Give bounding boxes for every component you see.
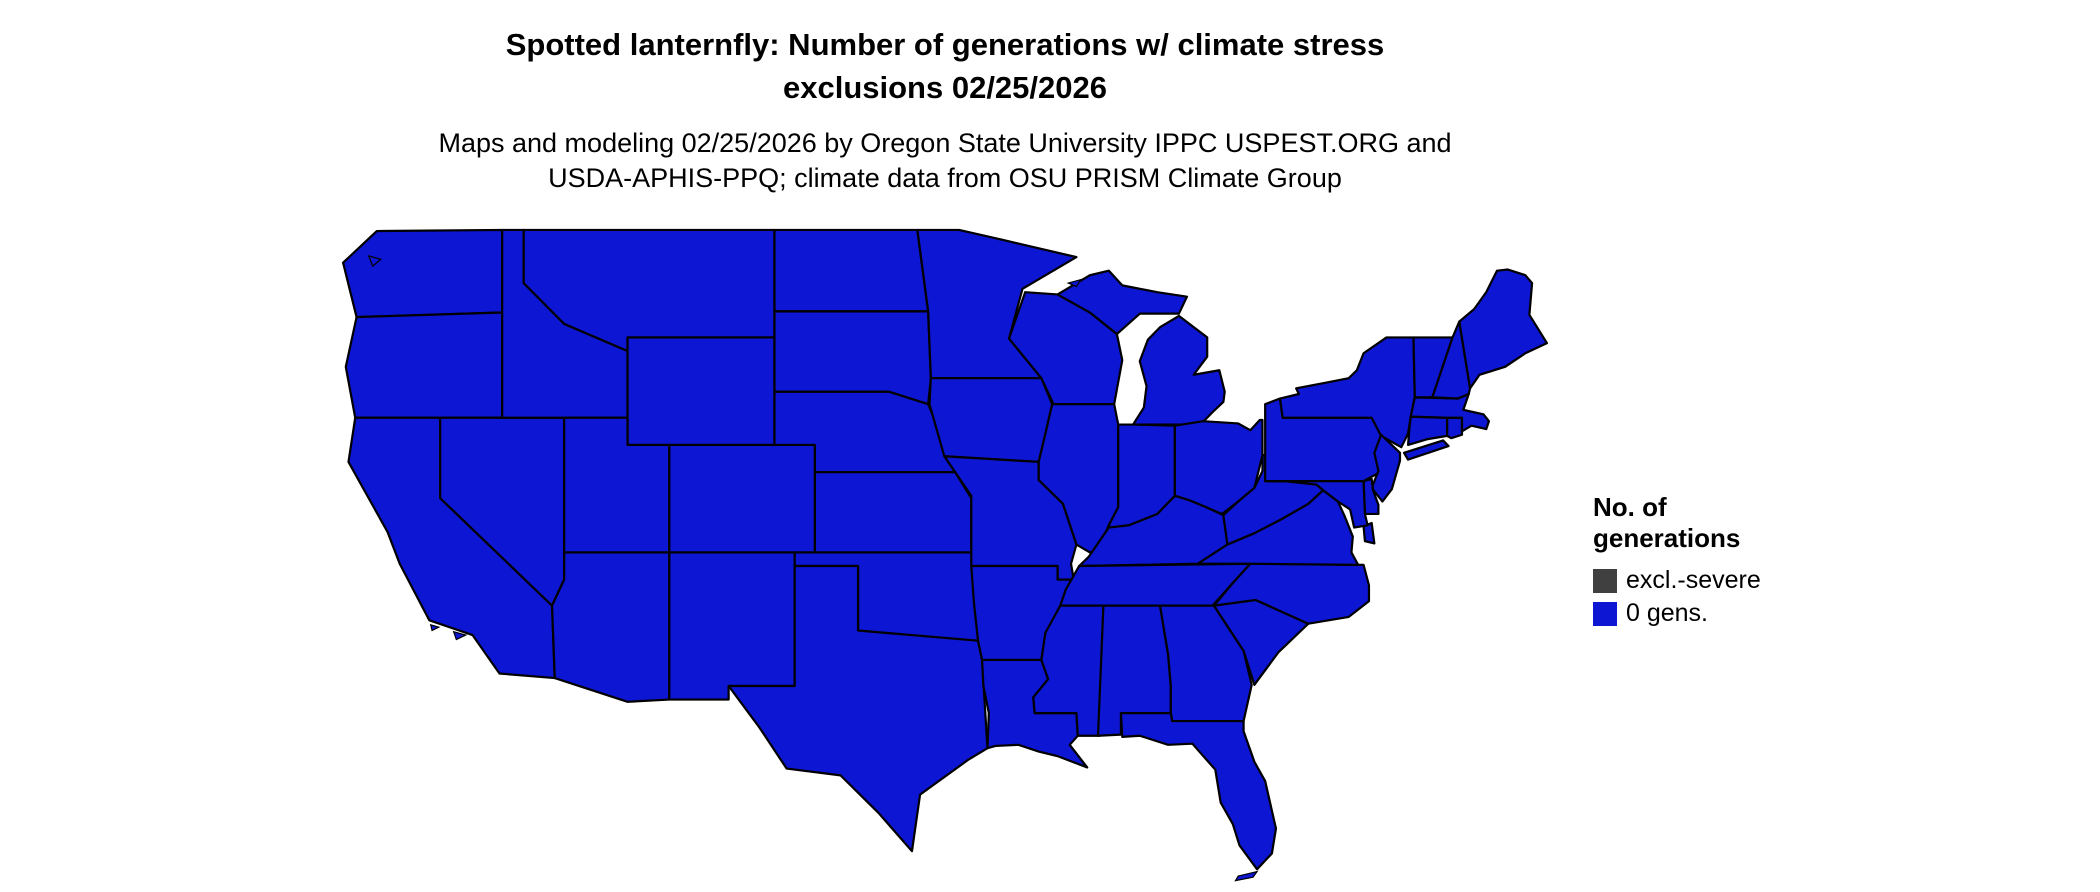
state-nj: New Jersey: 0 gens.	[1372, 435, 1400, 502]
state-sd: South Dakota: 0 gens.	[774, 311, 930, 404]
state-mn: Minnesota: 0 gens.	[917, 230, 1076, 378]
map-subtitle-line2: USDA-APHIS-PPQ; climate data from OSU PR…	[548, 163, 1342, 194]
map-title-line1: Spotted lanternfly: Number of generation…	[505, 27, 1385, 62]
state-md: Maryland: 0 gens.	[1265, 481, 1367, 527]
state-or: Oregon: 0 gens.	[346, 313, 502, 418]
us-map: Washington: 0 gens.Oregon: 0 gens.Califo…	[335, 222, 1555, 884]
title-block: Spotted lanternfly: Number of generation…	[0, 24, 1890, 197]
state-ks: Kansas: 0 gens.	[815, 472, 971, 552]
legend: No. of generations excl.-severe 0 gens.	[1593, 492, 1761, 632]
excl-severe-swatch	[1593, 568, 1617, 593]
legend-item-zero-gens: 0 gens.	[1593, 599, 1761, 628]
map-title-line2: exclusions 02/25/2026	[782, 69, 1107, 105]
state-wy: Wyoming: 0 gens.	[628, 337, 775, 445]
state-wa: Washington: 0 gens.	[343, 230, 502, 317]
excl-severe-label: excl.-severe	[1626, 566, 1761, 595]
state-me: Maine: 0 gens.	[1459, 270, 1547, 389]
state-nd: North Dakota: 0 gens.	[774, 230, 928, 311]
map-subtitle-line1: Maps and modeling 02/25/2026 by Oregon S…	[438, 127, 1452, 158]
state-mi: Michigan: 0 gens.	[1058, 271, 1225, 425]
legend-title-line2: generations	[1593, 522, 1741, 553]
state-nc: North Carolina: 0 gens.	[1214, 564, 1369, 624]
state-ia: Iowa: 0 gens.	[929, 378, 1052, 462]
state-fl: Florida: 0 gens.	[1121, 713, 1276, 869]
zero-gens-swatch	[1593, 601, 1617, 626]
map-title: Spotted lanternfly: Number of generation…	[0, 24, 1890, 110]
coastal-islands	[369, 256, 1257, 881]
map-subtitle: Maps and modeling 02/25/2026 by Oregon S…	[0, 126, 1890, 197]
states-layer: Washington: 0 gens.Oregon: 0 gens.Califo…	[343, 230, 1547, 881]
zero-gens-label: 0 gens.	[1626, 599, 1709, 628]
state-co: Colorado: 0 gens.	[669, 445, 815, 553]
state-nm: New Mexico: 0 gens.	[669, 552, 794, 699]
state-ri: Rhode Island: 0 gens.	[1447, 418, 1462, 438]
legend-title: No. of generations	[1593, 492, 1761, 553]
legend-title-line1: No. of	[1593, 492, 1667, 522]
state-tx: Texas: 0 gens.	[729, 566, 988, 851]
state-az: Arizona: 0 gens.	[552, 552, 669, 701]
legend-item-excl-severe: excl.-severe	[1593, 566, 1761, 595]
